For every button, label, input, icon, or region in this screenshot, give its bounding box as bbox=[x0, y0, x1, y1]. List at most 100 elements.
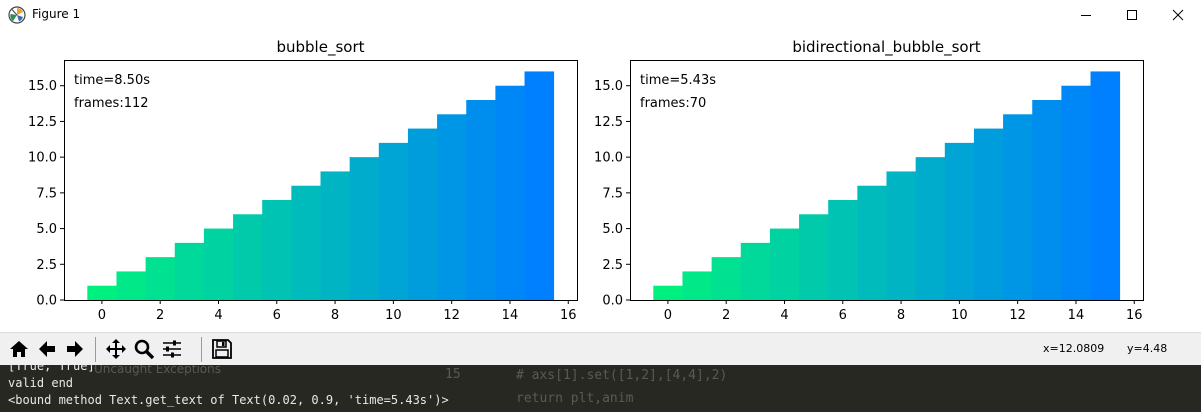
bar bbox=[973, 128, 1004, 300]
bar bbox=[233, 214, 263, 300]
navigation-toolbar: x=12.0809 y=4.48 bbox=[0, 332, 1201, 366]
y-tick-label: 10.0 bbox=[594, 151, 623, 166]
x-tick-label: 8 bbox=[897, 308, 905, 323]
move-icon bbox=[106, 339, 126, 359]
time-annotation: time=5.43s bbox=[640, 73, 716, 88]
home-icon bbox=[10, 341, 28, 357]
frames-annotation: frames:112 bbox=[74, 96, 149, 111]
bar bbox=[799, 214, 829, 300]
console-line: <bound method Text.get_text of Text(0.02… bbox=[8, 393, 449, 407]
bar bbox=[1090, 71, 1121, 301]
x-tick-label: 0 bbox=[664, 308, 672, 323]
y-tick-label: 12.5 bbox=[28, 115, 57, 130]
bar bbox=[495, 85, 525, 301]
x-tick-label: 10 bbox=[385, 308, 402, 323]
chart-title: bubble_sort bbox=[276, 38, 364, 57]
bar bbox=[437, 114, 467, 300]
home-button[interactable] bbox=[6, 336, 32, 362]
x-tick-label: 6 bbox=[839, 308, 847, 323]
x-tick-label: 12 bbox=[1009, 308, 1026, 323]
close-icon bbox=[1172, 9, 1184, 21]
bar bbox=[349, 157, 380, 300]
cursor-x-readout: x=12.0809 bbox=[1043, 342, 1105, 355]
bar bbox=[828, 200, 858, 300]
bar bbox=[886, 171, 917, 300]
x-tick-label: 2 bbox=[722, 308, 730, 323]
x-tick-label: 4 bbox=[214, 308, 222, 323]
maximize-button[interactable] bbox=[1109, 0, 1155, 30]
bar bbox=[320, 171, 351, 300]
uncaught-exceptions-label: Uncaught Exceptions bbox=[94, 365, 221, 376]
console-line: valid end bbox=[8, 376, 74, 390]
y-tick-label: 15.0 bbox=[28, 79, 57, 94]
bar bbox=[174, 242, 205, 300]
back-button[interactable] bbox=[34, 336, 60, 362]
axes-frame bbox=[64, 60, 578, 301]
y-tick-label: 12.5 bbox=[594, 115, 623, 130]
zoom-button[interactable] bbox=[131, 336, 157, 362]
matplotlib-icon bbox=[8, 6, 26, 24]
bar bbox=[407, 128, 438, 300]
bar bbox=[145, 257, 176, 300]
bar bbox=[682, 271, 713, 300]
forward-button[interactable] bbox=[62, 336, 88, 362]
bar bbox=[857, 185, 887, 300]
minimize-button[interactable] bbox=[1063, 0, 1109, 30]
console-line: [True, True] bbox=[8, 365, 95, 373]
floppy-disk-icon bbox=[212, 339, 232, 359]
figure-svg: 0 2 4 6 8 10 12 14 16 0.0 2.5 5.0 7.5 10.0 12.5 15.0 bub… bbox=[28, 38, 1144, 323]
bar bbox=[944, 142, 975, 300]
bar bbox=[1003, 114, 1033, 300]
x-tick-label: 16 bbox=[560, 308, 577, 323]
bar bbox=[769, 228, 800, 300]
y-tick-label: 5.0 bbox=[602, 222, 623, 237]
save-button[interactable] bbox=[209, 336, 235, 362]
bar bbox=[87, 285, 117, 300]
maximize-icon bbox=[1127, 10, 1137, 20]
y-tick-label: 15.0 bbox=[594, 79, 623, 94]
y-tick-label: 2.5 bbox=[602, 258, 623, 273]
bar bbox=[711, 257, 742, 300]
bar bbox=[262, 200, 292, 300]
toolbar-separator bbox=[95, 337, 96, 362]
bar bbox=[524, 71, 555, 301]
axes-frame bbox=[630, 60, 1144, 301]
arrow-left-icon bbox=[39, 341, 55, 357]
bar bbox=[1061, 85, 1091, 301]
arrow-right-icon bbox=[67, 341, 83, 357]
x-tick-label: 2 bbox=[156, 308, 164, 323]
bar bbox=[203, 228, 234, 300]
cursor-y-readout: y=4.48 bbox=[1127, 342, 1168, 355]
y-tick-label: 10.0 bbox=[28, 151, 57, 166]
y-tick-label: 2.5 bbox=[36, 258, 57, 273]
bar bbox=[653, 285, 683, 300]
x-tick-label: 12 bbox=[443, 308, 460, 323]
window-titlebar: Figure 1 bbox=[0, 0, 1201, 30]
y-tick-label: 0.0 bbox=[36, 294, 57, 309]
x-tick-label: 6 bbox=[273, 308, 281, 323]
x-tick-label: 4 bbox=[780, 308, 788, 323]
y-tick-label: 5.0 bbox=[36, 222, 57, 237]
bar bbox=[915, 157, 946, 300]
minimize-icon bbox=[1081, 15, 1091, 16]
bar bbox=[291, 185, 321, 300]
magnifier-icon bbox=[134, 339, 155, 360]
console-output: Uncaught Exceptions 15 # axs[1].set([1,2… bbox=[0, 365, 1201, 412]
y-tick-label: 0.0 bbox=[602, 294, 623, 309]
editor-code-line: # axs[1].set([1,2],[4,4],2) bbox=[516, 368, 728, 383]
x-tick-label: 14 bbox=[1068, 308, 1085, 323]
frames-annotation: frames:70 bbox=[640, 96, 706, 111]
figure-canvas[interactable]: 0 2 4 6 8 10 12 14 16 0.0 2.5 5.0 7.5 10.0 12.5 15.0 bub… bbox=[0, 30, 1201, 332]
sliders-icon bbox=[163, 340, 181, 358]
pan-button[interactable] bbox=[103, 336, 129, 362]
close-button[interactable] bbox=[1155, 0, 1201, 30]
time-annotation: time=8.50s bbox=[74, 73, 150, 88]
y-tick-label: 7.5 bbox=[602, 186, 623, 201]
bar bbox=[116, 271, 147, 300]
bar bbox=[1032, 100, 1062, 300]
bar bbox=[740, 242, 771, 300]
bar bbox=[466, 100, 496, 300]
x-tick-label: 8 bbox=[331, 308, 339, 323]
configure-subplots-button[interactable] bbox=[159, 336, 185, 362]
x-tick-label: 10 bbox=[951, 308, 968, 323]
